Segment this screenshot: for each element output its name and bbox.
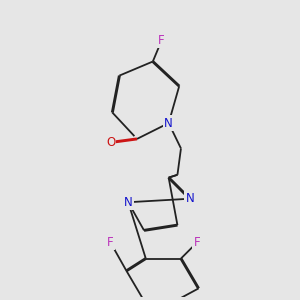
Text: F: F — [107, 236, 114, 249]
Text: O: O — [106, 136, 115, 149]
Text: N: N — [185, 192, 194, 205]
Text: F: F — [194, 236, 200, 249]
Text: N: N — [164, 117, 173, 130]
Text: F: F — [158, 34, 165, 47]
Text: N: N — [124, 196, 133, 209]
